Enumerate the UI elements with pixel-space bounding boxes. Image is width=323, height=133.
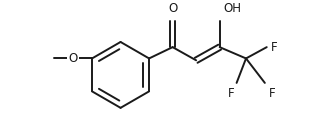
Text: F: F [269,87,275,100]
Text: F: F [228,87,235,100]
Text: OH: OH [224,2,241,15]
Text: O: O [68,52,78,65]
Text: O: O [168,2,177,15]
Text: F: F [270,41,277,54]
